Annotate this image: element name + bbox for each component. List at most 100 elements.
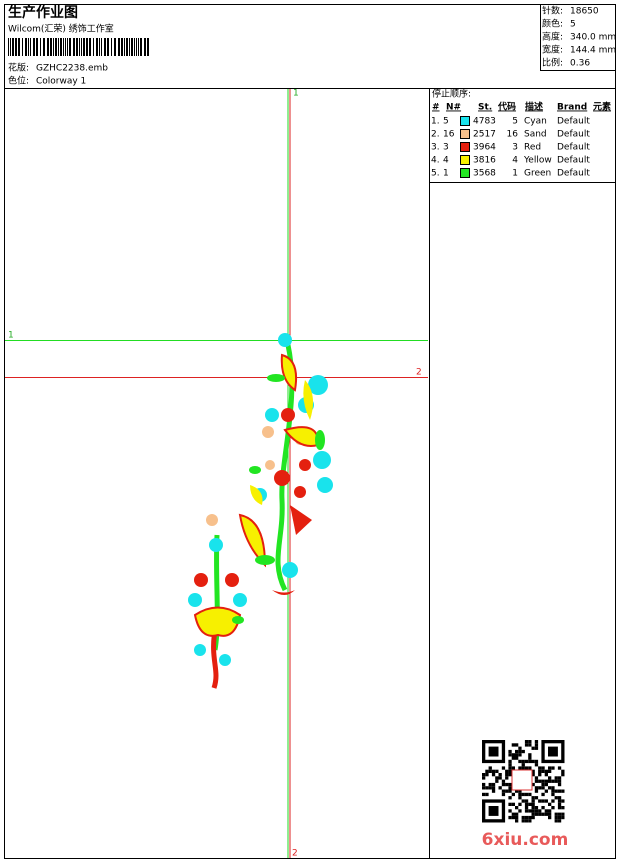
stitches: 3816: [473, 156, 496, 166]
qr-module: [515, 743, 519, 747]
qr-module: [531, 809, 535, 813]
brand: Default: [557, 130, 590, 140]
qr-module: [528, 753, 532, 757]
qr-module: [551, 789, 555, 793]
bar: [12, 38, 14, 56]
qr-module: [491, 782, 496, 787]
qr-module: [548, 809, 552, 813]
qr-module: [561, 789, 565, 793]
qr-module: [524, 809, 529, 813]
qr-module: [518, 789, 522, 793]
qr-module: [524, 815, 529, 820]
qr-module: [521, 819, 525, 823]
qr-module: [544, 809, 548, 813]
bar: [43, 38, 45, 56]
qr-module: [482, 782, 486, 787]
bar: [18, 38, 20, 56]
bar: [134, 38, 135, 56]
qr-module: [515, 753, 519, 757]
brand: Default: [557, 143, 590, 153]
qr-module: [524, 743, 529, 747]
qr-module: [548, 769, 552, 773]
info-label: 针数:: [542, 5, 563, 17]
qr-module: [518, 796, 522, 800]
bar: [111, 38, 112, 56]
qr-module: [538, 769, 542, 773]
qr-module: [501, 789, 506, 793]
qr-module: [548, 766, 552, 770]
bar: [36, 38, 38, 56]
index: 2.: [431, 130, 440, 140]
bar: [124, 38, 125, 56]
seal: [511, 769, 533, 791]
brand: Default: [557, 156, 590, 166]
qr-module: [534, 789, 539, 793]
column-header: 元素: [593, 101, 611, 113]
frame: [4, 4, 616, 859]
qr-module: [508, 763, 512, 767]
bar: [65, 38, 66, 56]
qr-module: [511, 802, 515, 806]
bar: [67, 38, 68, 56]
qr-module: [521, 799, 525, 803]
qr-module: [557, 799, 562, 803]
qr-module: [554, 796, 558, 800]
embroidery-design: [188, 333, 333, 689]
qr-module: [538, 786, 542, 790]
qr-module: [557, 779, 562, 783]
qr-module: [557, 812, 562, 816]
qr-module: [501, 779, 506, 783]
bar: [126, 38, 128, 56]
qr-module: [524, 759, 529, 764]
qr-module: [528, 819, 532, 823]
swatch: [460, 168, 470, 178]
info-value: 144.4 mm: [570, 46, 616, 56]
qr-module: [528, 809, 532, 813]
qr-module: [534, 746, 539, 750]
bar: [89, 38, 91, 56]
bar: [83, 38, 85, 56]
design-file: GZHC2238.emb: [36, 64, 108, 74]
qr-module: [551, 799, 555, 803]
qr-module: [534, 743, 539, 747]
qr-finder: [488, 746, 499, 757]
qr-module: [528, 756, 532, 760]
qr-module: [515, 815, 519, 820]
qr-module: [551, 792, 555, 797]
bar: [15, 38, 17, 56]
qr-module: [544, 769, 548, 773]
qr-module: [528, 759, 532, 764]
qr-module: [561, 815, 565, 820]
qr-module: [508, 773, 512, 777]
watermark: 6xiu.com: [482, 830, 569, 850]
qr-module: [557, 782, 562, 787]
bar: [40, 38, 41, 56]
qr-module: [538, 766, 542, 770]
qr-module: [518, 792, 522, 797]
qr-module: [541, 792, 545, 797]
stop-title: 停止顺序:: [432, 88, 471, 100]
qr-module: [548, 812, 552, 816]
brand: Default: [557, 169, 590, 179]
qr-module: [515, 789, 519, 793]
bar: [129, 38, 130, 56]
qr-module: [548, 776, 552, 780]
bar: [121, 38, 123, 56]
code: 3: [512, 143, 518, 153]
qr-module: [482, 776, 486, 780]
bar: [86, 38, 88, 56]
column-header: #: [432, 103, 440, 113]
qr-module: [528, 766, 532, 770]
qr-module: [524, 766, 529, 770]
info-label: 比例:: [542, 57, 563, 69]
qr-module: [538, 812, 542, 816]
qr-module: [521, 766, 525, 770]
qr-module: [561, 769, 565, 773]
bar: [138, 38, 139, 56]
qr-module: [534, 779, 539, 783]
qr-module: [508, 802, 512, 806]
qr-module: [515, 819, 519, 823]
guide-label: 1: [8, 331, 14, 341]
column-header: Brand: [557, 103, 587, 113]
qr-module: [491, 773, 496, 777]
